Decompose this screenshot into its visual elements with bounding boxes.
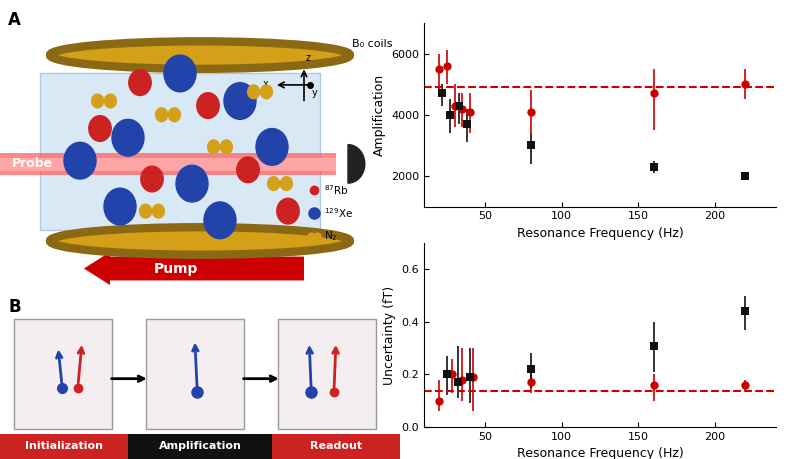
Circle shape (164, 55, 196, 92)
Circle shape (221, 140, 233, 154)
Circle shape (224, 83, 256, 119)
Circle shape (261, 85, 272, 99)
Circle shape (155, 108, 168, 122)
Circle shape (237, 157, 259, 183)
Circle shape (277, 198, 299, 224)
Circle shape (91, 94, 104, 108)
FancyBboxPatch shape (40, 73, 320, 229)
FancyArrow shape (84, 252, 304, 285)
Circle shape (204, 202, 236, 239)
Circle shape (89, 116, 111, 141)
Circle shape (64, 142, 96, 179)
Text: z: z (306, 53, 311, 63)
Circle shape (169, 108, 181, 122)
FancyBboxPatch shape (272, 434, 400, 459)
Circle shape (152, 204, 165, 218)
Circle shape (104, 94, 117, 108)
Circle shape (129, 70, 151, 95)
Text: Readout: Readout (310, 442, 362, 451)
Text: Pump: Pump (154, 262, 198, 275)
X-axis label: Resonance Frequency (Hz): Resonance Frequency (Hz) (517, 227, 683, 240)
FancyBboxPatch shape (128, 434, 272, 459)
Text: Amplification: Amplification (158, 442, 242, 451)
Text: x: x (263, 79, 269, 89)
Text: $^{129}$Xe: $^{129}$Xe (324, 207, 353, 220)
Circle shape (267, 177, 280, 190)
Text: y: y (312, 88, 318, 98)
Ellipse shape (50, 41, 350, 69)
Circle shape (139, 204, 152, 218)
Text: Probe: Probe (12, 157, 53, 170)
FancyBboxPatch shape (278, 319, 376, 429)
Text: $^{87}$Rb: $^{87}$Rb (324, 184, 349, 197)
Y-axis label: Uncertainty (fT): Uncertainty (fT) (383, 285, 396, 385)
Text: Initialization: Initialization (25, 442, 103, 451)
Text: B₀ coils: B₀ coils (352, 39, 393, 49)
FancyBboxPatch shape (14, 319, 112, 429)
Y-axis label: Amplification: Amplification (373, 74, 386, 156)
Text: B: B (8, 298, 21, 316)
Circle shape (141, 166, 163, 192)
Circle shape (112, 119, 144, 156)
Circle shape (248, 85, 259, 99)
Text: N$_2$: N$_2$ (324, 230, 338, 243)
FancyBboxPatch shape (146, 319, 244, 429)
Circle shape (104, 188, 136, 225)
Circle shape (176, 165, 208, 202)
FancyBboxPatch shape (0, 434, 128, 459)
Circle shape (197, 93, 219, 118)
Circle shape (256, 129, 288, 165)
FancyBboxPatch shape (0, 158, 336, 171)
Wedge shape (348, 145, 365, 183)
Circle shape (280, 177, 293, 190)
FancyBboxPatch shape (0, 153, 336, 175)
Circle shape (208, 140, 219, 154)
Text: A: A (8, 11, 21, 29)
X-axis label: Resonance Frequency (Hz): Resonance Frequency (Hz) (517, 447, 683, 459)
Ellipse shape (50, 227, 350, 255)
